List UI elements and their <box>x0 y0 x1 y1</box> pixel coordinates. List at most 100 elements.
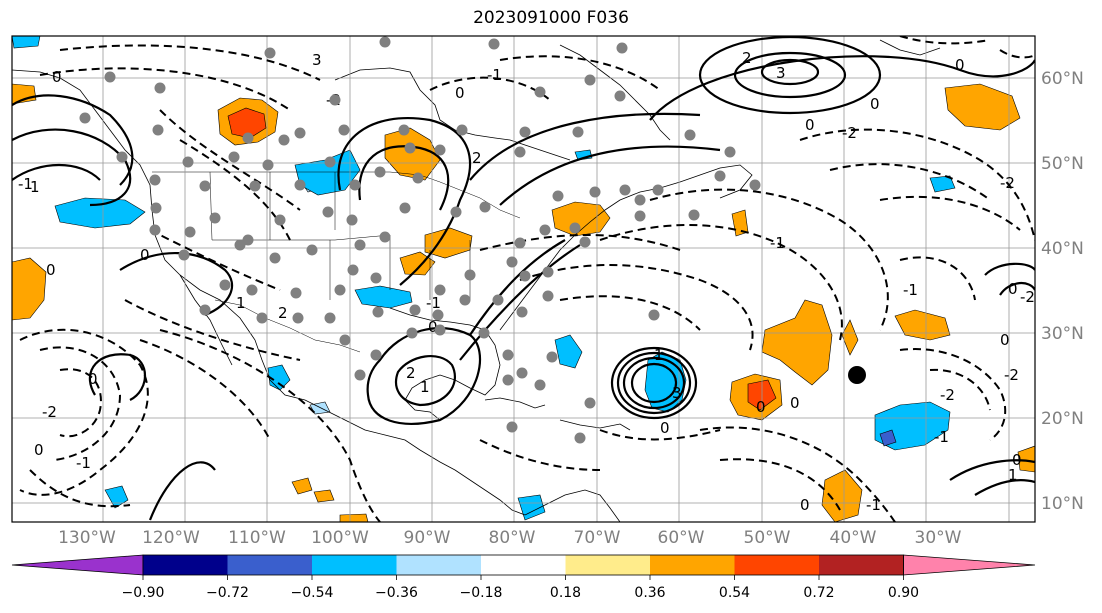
colorbar-tick-label: 0.36 <box>634 585 665 601</box>
x-tick-label: 80°W <box>489 528 536 548</box>
x-tick-label: 100°W <box>311 528 369 548</box>
contour-label: -2 <box>940 386 955 404</box>
x-tick-label: 120°W <box>142 528 200 548</box>
x-tick-label: 130°W <box>58 528 116 548</box>
shade-orange <box>1017 445 1035 473</box>
contour-labels: 0 -1 1 0 0 1 2 0 -2 -1 0 3 -2 -1 0 2 2 3… <box>18 49 1035 514</box>
map-frame <box>11 35 1036 523</box>
map-title: 2023091000 F036 <box>473 8 629 28</box>
shade-orange <box>841 319 859 356</box>
shade-orange <box>821 469 863 522</box>
colorbar-tick-label: 0.72 <box>803 585 834 601</box>
colorbar-tick-label: −0.90 <box>122 585 165 601</box>
colorbar-tick-label: 0.54 <box>719 585 750 601</box>
contour-label: 3 <box>672 384 682 402</box>
contour-label: 1 <box>654 346 664 364</box>
x-tick-label: 60°W <box>658 528 705 548</box>
shade-orange <box>761 299 833 386</box>
contour-label: 0 <box>455 84 465 102</box>
contour-label: -2 <box>1020 288 1035 306</box>
colorbar-tick-label: −0.54 <box>291 585 334 601</box>
y-tick-label: 60°N <box>1041 69 1084 89</box>
contour-label: 2 <box>742 49 752 67</box>
colorbar-extend-low <box>11 554 144 576</box>
contour-label: 1 <box>1008 466 1018 484</box>
y-tick-label: 20°N <box>1041 409 1084 429</box>
shade-orange <box>551 201 611 237</box>
x-tick-label: 70°W <box>574 528 621 548</box>
shade-orange <box>384 127 441 181</box>
contour-label: -1 <box>903 281 918 299</box>
colorbar: −0.90 −0.72 −0.54 −0.36 −0.18 0.18 0.36 … <box>11 554 1036 601</box>
gridlines <box>12 36 1035 522</box>
x-tick-label: 50°W <box>744 528 791 548</box>
contour-label: 0 <box>870 95 880 113</box>
contour-label: -2 <box>1004 366 1019 384</box>
colorbar-bin <box>481 555 566 575</box>
shade-red <box>227 107 267 139</box>
negative-contours <box>19 36 1035 522</box>
colorbar-bin <box>227 555 312 575</box>
colorbar-tick-label: 0.18 <box>550 585 581 601</box>
contour-label: 2 <box>278 304 288 322</box>
colorbar-tick-label: −0.18 <box>460 585 503 601</box>
contour-label: 0 <box>88 370 98 388</box>
colorbar-outline <box>142 554 904 576</box>
contour-label: 3 <box>776 64 786 82</box>
x-tick-label: 30°W <box>915 528 962 548</box>
contour-label: 0 <box>140 246 150 264</box>
contour-label: -1 <box>426 294 441 312</box>
x-axis-ticks: 130°W 120°W 110°W 100°W 90°W 80°W 70°W 6… <box>58 528 962 548</box>
y-tick-label: 10°N <box>1041 494 1084 514</box>
shade-cyan <box>554 334 583 369</box>
contour-label: 1 <box>236 294 246 312</box>
contour-label: 0 <box>1008 280 1018 298</box>
contour-label: 2 <box>406 364 416 382</box>
contour-label: 0 <box>1000 331 1010 349</box>
colorbar-bin <box>734 555 819 575</box>
colorbar-bin <box>565 555 650 575</box>
contour-label: -1 <box>18 175 33 193</box>
shade-blue <box>879 429 897 447</box>
colorbar-bin <box>312 555 397 575</box>
contour-label: 0 <box>660 419 670 437</box>
colorbar-bin <box>650 555 735 575</box>
contour-label: 0 <box>756 398 766 416</box>
contour-label: 0 <box>428 318 438 336</box>
shaded-fields <box>12 36 1035 522</box>
shade-cyan <box>12 36 41 49</box>
contour-label: 0 <box>52 68 62 86</box>
colorbar-extend-high <box>903 554 1036 576</box>
y-axis-ticks: 60°N 50°N 40°N 30°N 20°N 10°N <box>1041 69 1084 514</box>
x-tick-label: 40°W <box>830 528 877 548</box>
shade-orange <box>339 513 369 522</box>
station-markers <box>79 36 761 444</box>
shade-orange <box>12 257 47 321</box>
colorbar-ticks <box>142 575 904 580</box>
contour-label: -1 <box>487 66 502 84</box>
contour-label: -1 <box>866 496 881 514</box>
colorbar-bin <box>143 555 228 575</box>
y-tick-label: 30°N <box>1041 324 1084 344</box>
contour-label: 0 <box>790 394 800 412</box>
x-tick-label: 90°W <box>404 528 451 548</box>
colorbar-bin <box>819 555 904 575</box>
shade-cyan <box>354 285 413 309</box>
contour-label: -1 <box>76 454 91 472</box>
contour-label: 2 <box>472 149 482 167</box>
colorbar-tick-label: −0.36 <box>375 585 418 601</box>
contour-label: 0 <box>800 496 810 514</box>
contour-label: 0 <box>805 116 815 134</box>
y-tick-label: 50°N <box>1041 154 1084 174</box>
shade-cyan <box>104 485 129 509</box>
shade-cyan <box>54 197 146 229</box>
shade-cyan <box>929 175 956 193</box>
shade-orange <box>313 489 335 503</box>
shade-orange <box>894 309 951 341</box>
storm-center-marker <box>848 366 866 384</box>
contour-label: -2 <box>842 124 857 142</box>
colorbar-tick-label: −0.72 <box>206 585 249 601</box>
shade-orange <box>291 477 313 495</box>
positive-contours <box>12 36 1035 521</box>
